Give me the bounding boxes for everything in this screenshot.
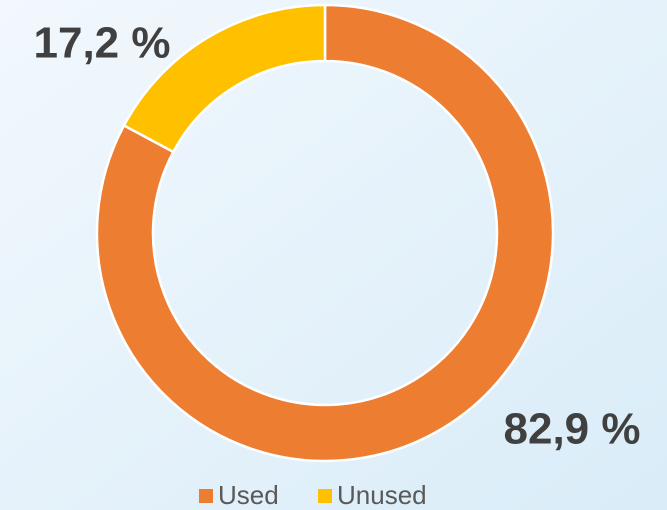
legend-label: Used xyxy=(218,480,279,510)
slice xyxy=(122,3,327,154)
legend-swatch xyxy=(199,489,213,503)
slice xyxy=(95,3,555,463)
legend-swatch xyxy=(318,489,332,503)
data-label: 17,2 % xyxy=(34,19,171,68)
data-label: 82,9 % xyxy=(504,405,641,454)
legend-label: Unused xyxy=(337,480,427,510)
